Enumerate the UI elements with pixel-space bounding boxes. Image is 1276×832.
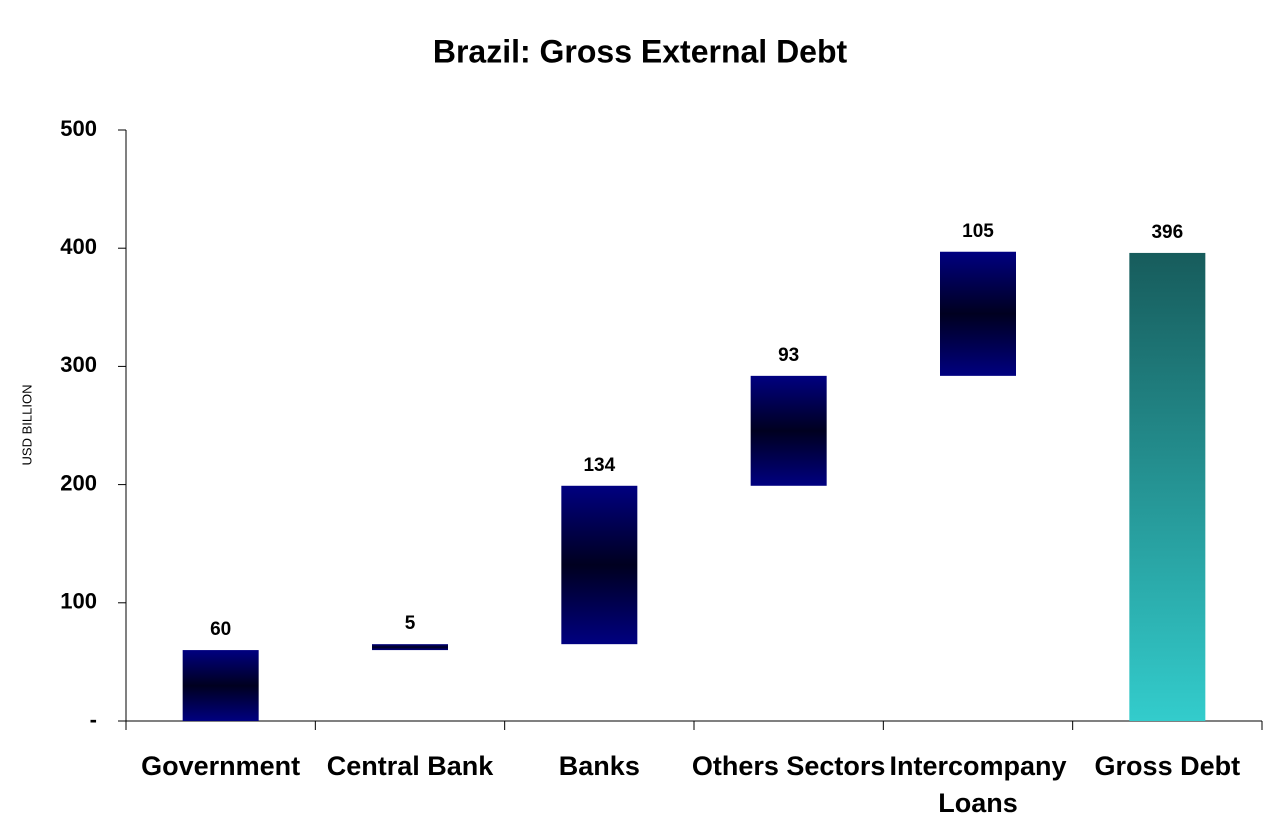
x-tick-label: Others Sectors (691, 751, 886, 781)
y-tick-label: 100 (60, 589, 97, 614)
bar (561, 485, 638, 645)
data-label: 93 (778, 345, 799, 366)
data-label: 60 (210, 619, 231, 640)
x-tick-label: Banks (558, 751, 640, 781)
y-axis-label: USD BILLION (19, 385, 34, 466)
x-tick-label: Government (141, 751, 301, 781)
y-tick-label: 400 (60, 234, 97, 259)
y-tick-label: 200 (60, 470, 97, 495)
bar (182, 650, 259, 721)
data-label: 5 (405, 613, 416, 634)
y-tick-label: 300 (60, 352, 97, 377)
data-label: 134 (583, 455, 615, 476)
y-tick-label: 500 (60, 116, 97, 141)
y-tick-label: - (90, 707, 97, 732)
x-tick-label: Gross Debt (1094, 751, 1241, 781)
bar (372, 644, 448, 651)
data-label: 396 (1151, 222, 1183, 243)
bar (940, 251, 1016, 376)
chart-title: Brazil: Gross External Debt (433, 33, 848, 69)
data-label: 105 (962, 221, 994, 242)
bar (1129, 252, 1206, 722)
x-tick-label: Intercompany Loans (889, 751, 1067, 818)
x-tick-label: Central Bank (326, 751, 494, 781)
bar (750, 375, 827, 486)
